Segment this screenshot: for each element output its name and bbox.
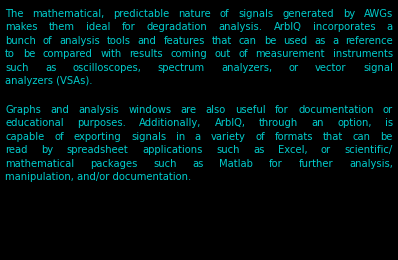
Text: features: features bbox=[164, 36, 205, 46]
Text: vector: vector bbox=[315, 63, 347, 73]
Text: useful: useful bbox=[235, 105, 266, 115]
Text: can: can bbox=[353, 132, 371, 142]
Text: signals: signals bbox=[238, 9, 273, 19]
Text: also: also bbox=[206, 105, 226, 115]
Text: option,: option, bbox=[337, 118, 371, 128]
Text: purposes.: purposes. bbox=[77, 118, 126, 128]
Text: instruments: instruments bbox=[333, 49, 393, 59]
Text: or: or bbox=[383, 105, 393, 115]
Text: spreadsheet: spreadsheet bbox=[67, 145, 129, 155]
Text: educational: educational bbox=[5, 118, 64, 128]
Text: for: for bbox=[269, 159, 283, 168]
Text: ArbIQ: ArbIQ bbox=[274, 22, 302, 32]
Text: documentation: documentation bbox=[298, 105, 373, 115]
Text: analyzers (VSAs).: analyzers (VSAs). bbox=[5, 76, 93, 86]
Text: analyzers,: analyzers, bbox=[221, 63, 272, 73]
Text: windows: windows bbox=[128, 105, 172, 115]
Text: or: or bbox=[289, 63, 299, 73]
Text: predictable: predictable bbox=[113, 9, 170, 19]
Text: ArbIQ,: ArbIQ, bbox=[215, 118, 246, 128]
Text: results: results bbox=[129, 49, 162, 59]
Text: analysis.: analysis. bbox=[219, 22, 263, 32]
Text: signal: signal bbox=[363, 63, 393, 73]
Text: them: them bbox=[49, 22, 75, 32]
Text: scientific/: scientific/ bbox=[345, 145, 393, 155]
Text: ideal: ideal bbox=[86, 22, 111, 32]
Text: through: through bbox=[259, 118, 298, 128]
Text: measurement: measurement bbox=[256, 49, 325, 59]
Text: compared: compared bbox=[43, 49, 92, 59]
Text: as: as bbox=[192, 159, 204, 168]
Text: signals: signals bbox=[131, 132, 166, 142]
Text: for: for bbox=[275, 105, 289, 115]
Text: in: in bbox=[176, 132, 185, 142]
Text: degradation: degradation bbox=[146, 22, 207, 32]
Text: generated: generated bbox=[282, 9, 334, 19]
Text: spectrum: spectrum bbox=[158, 63, 205, 73]
Text: The: The bbox=[5, 9, 23, 19]
Text: a: a bbox=[387, 22, 393, 32]
Text: mathematical: mathematical bbox=[5, 159, 74, 168]
Text: a: a bbox=[195, 132, 201, 142]
Text: Matlab: Matlab bbox=[219, 159, 254, 168]
Text: Excel,: Excel, bbox=[278, 145, 307, 155]
Text: reference: reference bbox=[345, 36, 393, 46]
Text: that: that bbox=[212, 36, 232, 46]
Text: of: of bbox=[54, 132, 64, 142]
Text: of: of bbox=[255, 132, 265, 142]
Text: such: such bbox=[153, 159, 177, 168]
Text: an: an bbox=[311, 118, 324, 128]
Text: and: and bbox=[50, 105, 69, 115]
Text: such: such bbox=[216, 145, 240, 155]
Text: oscilloscopes,: oscilloscopes, bbox=[73, 63, 142, 73]
Text: nature: nature bbox=[178, 9, 211, 19]
Text: is: is bbox=[385, 118, 393, 128]
Text: variety: variety bbox=[211, 132, 246, 142]
Text: as: as bbox=[314, 36, 325, 46]
Text: by: by bbox=[343, 9, 355, 19]
Text: be: be bbox=[264, 36, 276, 46]
Text: be: be bbox=[380, 132, 393, 142]
Text: packages: packages bbox=[90, 159, 137, 168]
Text: by: by bbox=[41, 145, 53, 155]
Text: for: for bbox=[122, 22, 135, 32]
Text: makes: makes bbox=[5, 22, 38, 32]
Text: and: and bbox=[138, 36, 157, 46]
Text: that: that bbox=[323, 132, 343, 142]
Text: bunch: bunch bbox=[5, 36, 36, 46]
Text: or: or bbox=[321, 145, 331, 155]
Text: exporting: exporting bbox=[74, 132, 121, 142]
Text: analysis,: analysis, bbox=[349, 159, 393, 168]
Text: Additionally,: Additionally, bbox=[139, 118, 201, 128]
Text: Graphs: Graphs bbox=[5, 105, 41, 115]
Text: tools: tools bbox=[107, 36, 131, 46]
Text: AWGs: AWGs bbox=[364, 9, 393, 19]
Text: be: be bbox=[23, 49, 35, 59]
Text: capable: capable bbox=[5, 132, 45, 142]
Text: can: can bbox=[239, 36, 257, 46]
Text: out: out bbox=[215, 49, 231, 59]
Text: as: as bbox=[253, 145, 264, 155]
Text: such: such bbox=[5, 63, 29, 73]
Text: are: are bbox=[181, 105, 197, 115]
Text: of: of bbox=[43, 36, 53, 46]
Text: coming: coming bbox=[170, 49, 207, 59]
Text: used: used bbox=[283, 36, 307, 46]
Text: manipulation, and/or documentation.: manipulation, and/or documentation. bbox=[5, 172, 191, 182]
Text: to: to bbox=[5, 49, 15, 59]
Text: analysis: analysis bbox=[78, 105, 119, 115]
Text: further: further bbox=[298, 159, 333, 168]
Text: mathematical,: mathematical, bbox=[33, 9, 105, 19]
Text: a: a bbox=[332, 36, 338, 46]
Text: formats: formats bbox=[275, 132, 313, 142]
Text: incorporates: incorporates bbox=[313, 22, 375, 32]
Text: of: of bbox=[220, 9, 230, 19]
Text: analysis: analysis bbox=[59, 36, 100, 46]
Text: of: of bbox=[238, 49, 248, 59]
Text: with: with bbox=[100, 49, 121, 59]
Text: applications: applications bbox=[142, 145, 203, 155]
Text: as: as bbox=[45, 63, 57, 73]
Text: read: read bbox=[5, 145, 28, 155]
